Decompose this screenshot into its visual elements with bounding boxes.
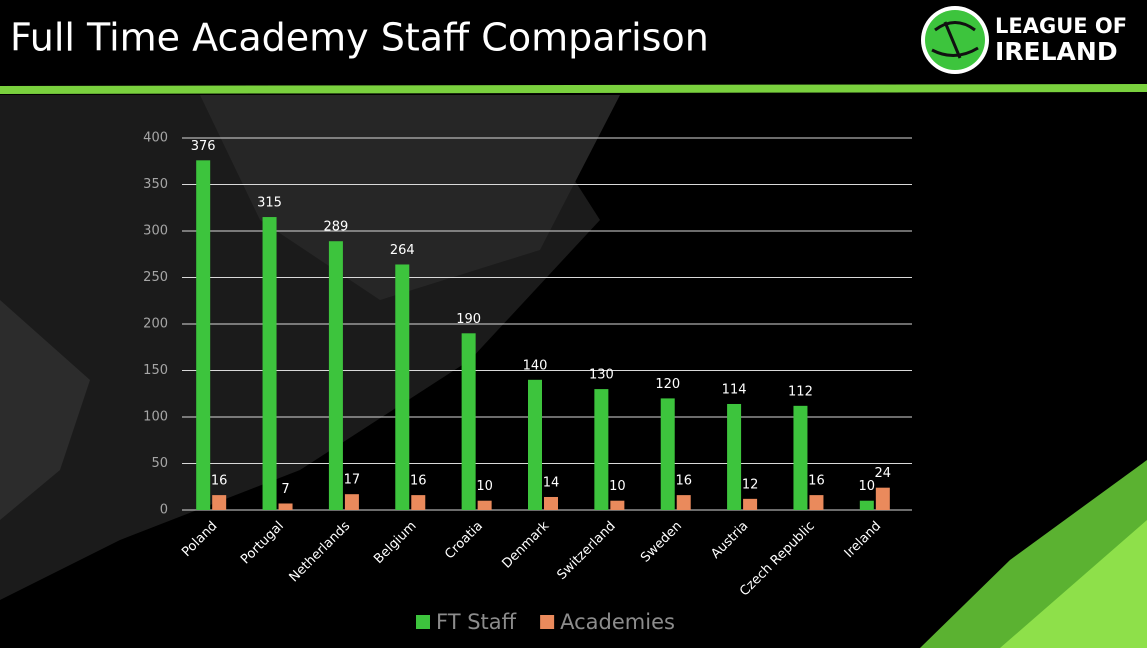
legend-swatch xyxy=(540,615,555,629)
bar xyxy=(328,241,343,511)
data-label: 120 xyxy=(655,377,680,392)
y-tick-label: 300 xyxy=(143,224,168,239)
bar xyxy=(528,379,542,510)
data-label: 16 xyxy=(410,474,427,489)
data-label: 376 xyxy=(191,139,216,154)
data-label: 16 xyxy=(675,474,692,489)
bar xyxy=(859,500,874,510)
data-label: 16 xyxy=(808,474,825,489)
bar xyxy=(727,403,742,510)
bar xyxy=(278,503,293,510)
y-tick-label: 250 xyxy=(143,270,168,285)
legend-label: Academies xyxy=(560,610,675,634)
logo-text: LEAGUE OF xyxy=(995,14,1127,38)
y-tick-label: 100 xyxy=(143,410,168,425)
texture xyxy=(200,95,620,300)
bar xyxy=(477,500,492,510)
bar xyxy=(395,264,410,510)
chart-title: Full Time Academy Staff Comparison xyxy=(10,16,709,60)
data-label: 114 xyxy=(722,382,747,397)
logo-ball xyxy=(925,10,985,70)
y-tick-label: 0 xyxy=(160,503,168,518)
data-label: 14 xyxy=(543,475,560,490)
bar xyxy=(594,389,609,510)
legend-label: FT Staff xyxy=(436,610,517,634)
data-label: 7 xyxy=(281,482,289,497)
bar xyxy=(809,495,824,510)
bar xyxy=(793,405,808,510)
y-tick-label: 400 xyxy=(143,131,168,146)
bar xyxy=(875,487,890,510)
texture xyxy=(0,300,90,520)
texture-green xyxy=(1000,520,1147,648)
bar xyxy=(212,495,227,510)
y-tick-label: 200 xyxy=(143,317,168,332)
data-label: 190 xyxy=(456,312,481,327)
data-label: 17 xyxy=(344,473,361,488)
data-label: 10 xyxy=(609,479,626,494)
logo-text: IRELAND xyxy=(995,37,1118,66)
data-label: 10 xyxy=(859,479,876,494)
data-label: 24 xyxy=(875,466,892,481)
data-label: 12 xyxy=(742,477,759,492)
bar xyxy=(610,500,625,510)
data-label: 289 xyxy=(323,220,348,235)
bar xyxy=(660,398,675,510)
bar xyxy=(676,495,691,510)
y-tick-label: 150 xyxy=(143,363,168,378)
bar xyxy=(196,160,211,510)
data-label: 264 xyxy=(390,243,415,258)
data-label: 130 xyxy=(589,368,614,383)
data-label: 112 xyxy=(788,384,813,399)
y-tick-label: 350 xyxy=(143,177,168,192)
y-tick-label: 50 xyxy=(151,456,168,471)
bar xyxy=(743,498,758,510)
logo-pattern xyxy=(931,21,979,59)
bar xyxy=(411,495,426,510)
bar xyxy=(262,217,277,511)
data-label: 16 xyxy=(211,474,228,489)
header-stripe xyxy=(0,84,1147,94)
bar xyxy=(344,494,359,510)
bar xyxy=(544,496,558,510)
data-label: 315 xyxy=(257,196,282,211)
legend-swatch xyxy=(416,615,430,629)
data-label: 140 xyxy=(523,358,548,373)
data-label: 10 xyxy=(476,479,493,494)
bar xyxy=(461,333,476,510)
